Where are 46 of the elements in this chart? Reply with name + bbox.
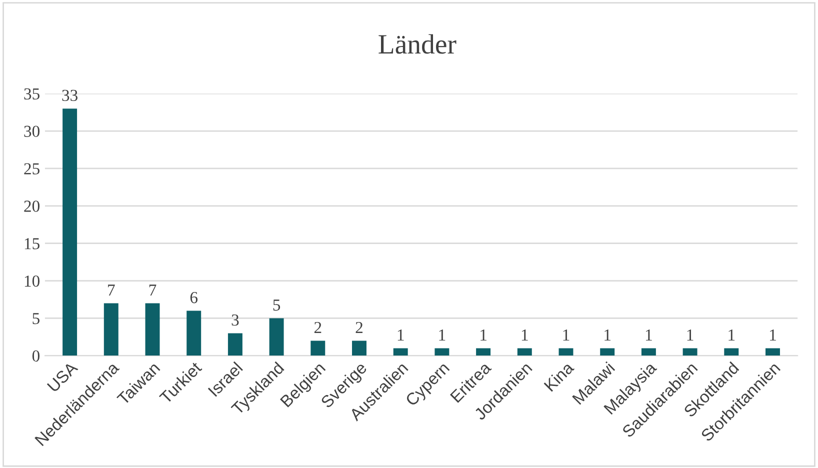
y-tick-label: 25 bbox=[24, 163, 40, 174]
bar bbox=[476, 348, 491, 356]
chart-title: Länder bbox=[378, 34, 456, 54]
data-label: 6 bbox=[190, 292, 198, 304]
data-label: 5 bbox=[273, 300, 280, 311]
bar bbox=[434, 348, 450, 356]
y-tick-label: 10 bbox=[24, 276, 40, 287]
data-label: 1 bbox=[770, 329, 776, 340]
y-tick-label: 5 bbox=[32, 313, 40, 324]
y-tick-label: 35 bbox=[24, 88, 40, 100]
bar bbox=[104, 303, 118, 356]
bar bbox=[600, 348, 615, 356]
bar bbox=[269, 318, 284, 356]
data-label: 2 bbox=[314, 322, 322, 333]
bar bbox=[228, 333, 242, 356]
data-label: 7 bbox=[108, 284, 115, 296]
data-label: 1 bbox=[646, 329, 652, 340]
data-label: 33 bbox=[62, 90, 78, 102]
bar bbox=[766, 348, 780, 356]
bar bbox=[641, 348, 656, 356]
x-tick-label: Kina bbox=[543, 360, 575, 392]
y-tick-label: 0 bbox=[32, 350, 40, 362]
data-label: 3 bbox=[232, 314, 239, 326]
data-label: 1 bbox=[398, 329, 404, 340]
data-label: 1 bbox=[728, 329, 735, 340]
data-label: 2 bbox=[356, 322, 362, 333]
data-label: 7 bbox=[149, 284, 156, 296]
data-label: 1 bbox=[563, 329, 570, 340]
bar bbox=[724, 348, 739, 356]
y-tick-label: 15 bbox=[24, 238, 40, 250]
data-label: 1 bbox=[480, 329, 486, 340]
bar bbox=[145, 303, 160, 356]
bar bbox=[310, 340, 326, 356]
bar bbox=[393, 348, 408, 356]
bar bbox=[558, 348, 574, 356]
data-label: 1 bbox=[604, 329, 611, 340]
bar bbox=[62, 108, 78, 356]
bar bbox=[186, 310, 202, 356]
data-label: 1 bbox=[687, 329, 694, 340]
y-tick-label: 20 bbox=[24, 200, 40, 212]
data-label: 1 bbox=[522, 329, 528, 340]
y-tick-label: 30 bbox=[24, 126, 40, 137]
bar bbox=[352, 340, 366, 356]
data-label: 1 bbox=[439, 329, 446, 340]
bar bbox=[517, 348, 532, 356]
bar bbox=[682, 348, 698, 356]
